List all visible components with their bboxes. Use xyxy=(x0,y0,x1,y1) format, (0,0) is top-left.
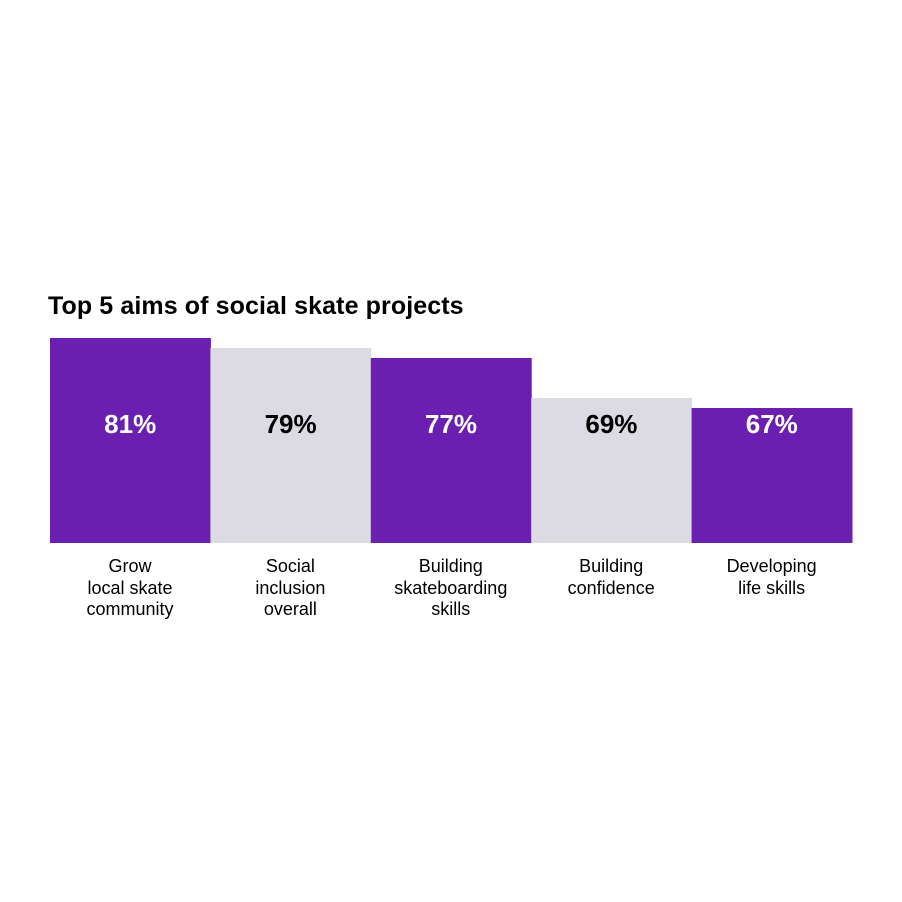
category-label-4: Building confidence xyxy=(567,556,655,598)
category-label-2: Social inclusion overall xyxy=(255,556,326,619)
category-label-5: Developing life skills xyxy=(726,556,817,598)
bar-value-label-2: 79% xyxy=(265,409,317,439)
bars-group xyxy=(50,338,853,543)
chart-title: Top 5 aims of social skate projects xyxy=(48,292,464,320)
category-label-1: Grow local skate community xyxy=(86,556,174,619)
bar-3 xyxy=(370,358,532,543)
bar-2 xyxy=(210,348,372,543)
bar-5 xyxy=(691,408,853,543)
bar-value-label-5: 67% xyxy=(746,409,798,439)
category-label-3: Building skateboarding skills xyxy=(394,556,508,619)
bar-value-label-4: 69% xyxy=(585,409,637,439)
bar-4 xyxy=(531,398,693,543)
bar-value-label-1: 81% xyxy=(104,409,156,439)
value-labels-group: 81% 79% 77% 69% 67% xyxy=(104,409,798,439)
bar-1 xyxy=(50,338,211,543)
bar-value-label-3: 77% xyxy=(425,409,477,439)
